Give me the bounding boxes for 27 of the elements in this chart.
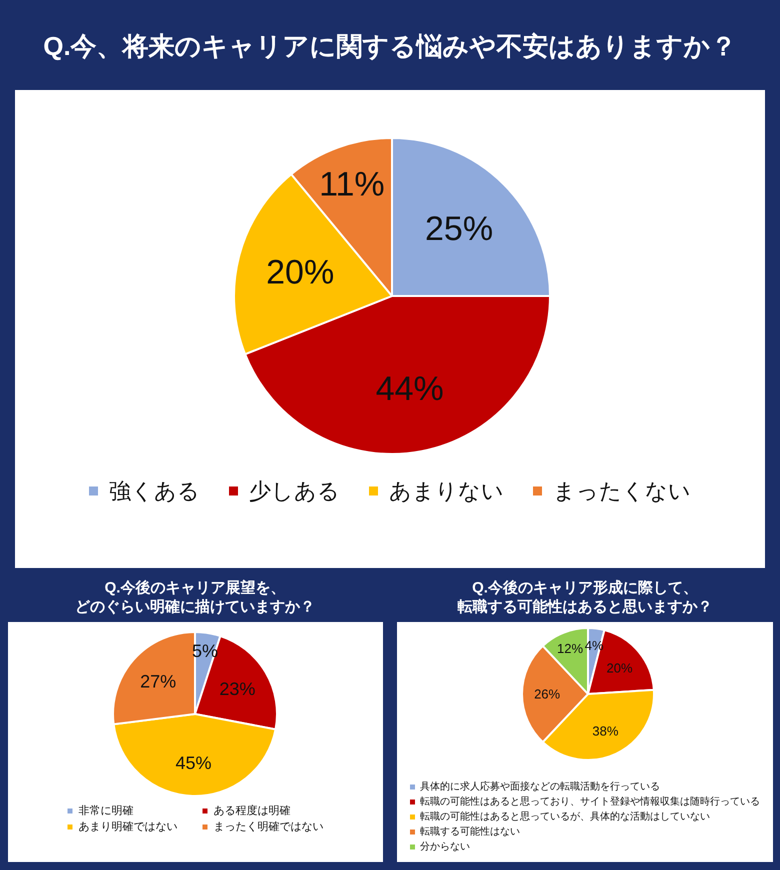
data-label: 38% bbox=[592, 724, 619, 739]
data-label: 26% bbox=[534, 686, 561, 702]
data-label: 25% bbox=[425, 210, 494, 248]
legend-label: 転職の可能性はあると思っており、サイト登録や情報収集は随時行っている bbox=[420, 796, 760, 808]
legend-label: あまり明確ではない bbox=[78, 821, 178, 833]
legend-label: 強くある bbox=[109, 478, 200, 504]
legend-label: 転職する可能性はない bbox=[420, 826, 520, 838]
data-label: 20% bbox=[266, 253, 334, 292]
data-label: 12% bbox=[557, 641, 584, 656]
data-label: 11% bbox=[319, 166, 385, 204]
data-label: 23% bbox=[219, 678, 256, 699]
legend-label: 転職の可能性はあると思っているが、具体的な活動はしていない bbox=[420, 810, 710, 822]
legend-label: 具体的に求人応募や面接などの転職活動を行っている bbox=[420, 780, 660, 792]
legend-label: ある程度は明確 bbox=[214, 804, 290, 817]
chart-title: Q.今後のキャリア展望を、どのぐらい明確に描けていますか？ bbox=[75, 578, 315, 616]
data-label: 44% bbox=[376, 370, 444, 408]
legend-label: まったくない bbox=[553, 478, 691, 504]
legend-label: 分からない bbox=[420, 840, 470, 852]
legend-label: 非常に明確 bbox=[78, 804, 134, 817]
chart-title: Q.今後のキャリア形成に際して、転職する可能性はあると思いますか？ bbox=[458, 580, 712, 616]
data-label: 45% bbox=[175, 753, 212, 774]
legend-label: まったく明確ではない bbox=[214, 821, 324, 833]
chart-title: Q.今、将来のキャリアに関する悩みや不安はありますか？ bbox=[43, 31, 737, 61]
data-label: 27% bbox=[140, 671, 176, 692]
legend-label: あまりない bbox=[389, 478, 504, 504]
data-label: 20% bbox=[606, 660, 633, 676]
legend-label: 少しある bbox=[249, 478, 340, 504]
